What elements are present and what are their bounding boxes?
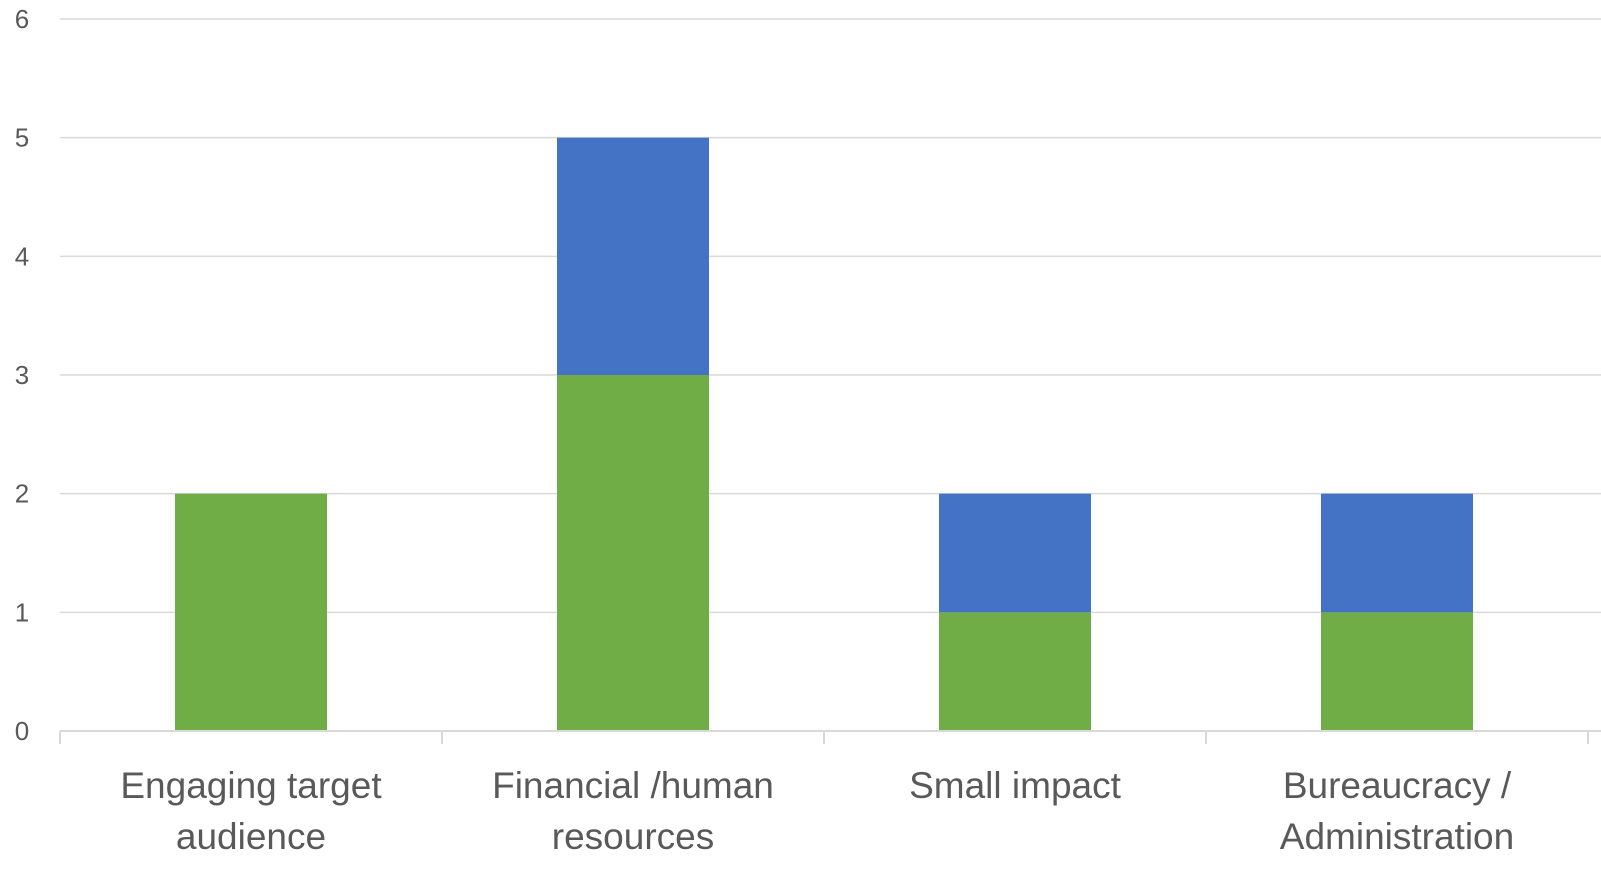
y-tick-label: 5 bbox=[15, 123, 29, 153]
bar-segment-series-1-cat-3 bbox=[939, 612, 1091, 731]
x-tick-label: Administration bbox=[1280, 816, 1514, 857]
bars bbox=[175, 137, 1473, 731]
x-tick-label: Bureaucracy / bbox=[1283, 765, 1512, 806]
x-tick-label: Engaging target bbox=[120, 765, 382, 806]
bar-segment-series-1-cat-2 bbox=[557, 375, 709, 731]
bar-segment-series-1-cat-4 bbox=[1321, 612, 1473, 731]
bar-segment-series-2-cat-3 bbox=[939, 493, 1091, 613]
y-tick-label: 0 bbox=[15, 716, 29, 746]
y-tick-label: 2 bbox=[15, 479, 29, 509]
y-tick-label: 3 bbox=[15, 360, 29, 390]
x-axis-tick-labels: Engaging target audience Financial /human r… bbox=[120, 765, 1514, 857]
y-tick-label: 6 bbox=[15, 4, 29, 34]
y-tick-label: 4 bbox=[15, 241, 29, 271]
x-tick-label: resources bbox=[552, 816, 714, 857]
x-tick-label: Small impact bbox=[909, 765, 1121, 806]
bar-segment-series-2-cat-2 bbox=[557, 137, 709, 375]
y-tick-label: 1 bbox=[15, 597, 29, 627]
x-tick-label: audience bbox=[176, 816, 326, 857]
x-axis bbox=[59, 730, 1601, 744]
bar-segment-series-1-cat-1 bbox=[175, 493, 327, 731]
x-tick-label: Financial /human bbox=[492, 765, 774, 806]
bar-segment-series-2-cat-4 bbox=[1321, 493, 1473, 613]
y-axis-tick-labels: 0 1 2 3 4 5 6 bbox=[15, 4, 29, 746]
